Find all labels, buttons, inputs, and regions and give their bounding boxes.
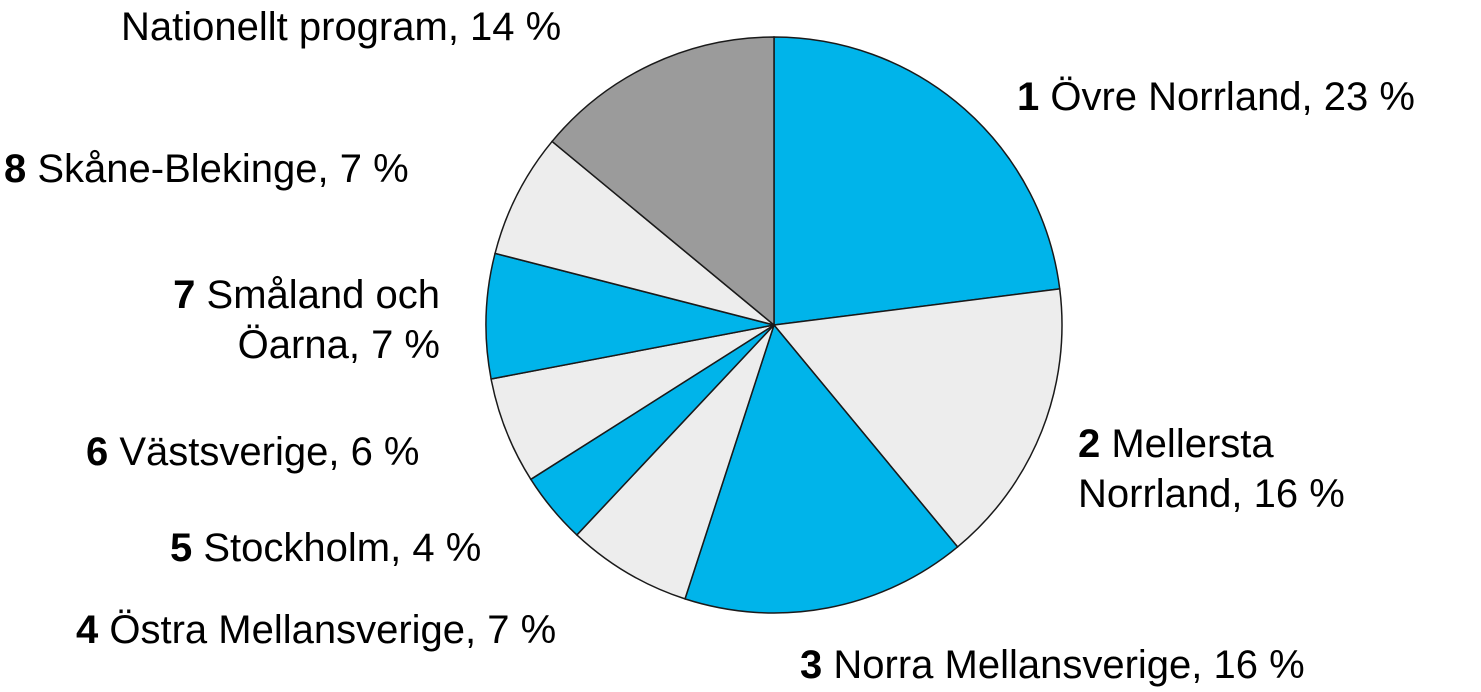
slice-label-text: Norra Mellansverige, 16 % bbox=[822, 643, 1304, 687]
slice-label-text: Stockholm, 4 % bbox=[192, 526, 481, 570]
pie-slice-nationellt-program bbox=[551, 36, 775, 327]
slice-label-text: Mellersta bbox=[1100, 422, 1274, 466]
slice-label-nationellt-program: Nationellt program, 14 % bbox=[121, 5, 561, 49]
slice-label-text: Norrland, 16 % bbox=[1078, 472, 1345, 516]
slice-number: 5 bbox=[170, 526, 192, 570]
pie-slice-smaland-och-oarna bbox=[485, 252, 775, 380]
pie-labels: 1 Övre Norrland, 23 % 2 Mellersta Norrland… bbox=[4, 5, 1415, 687]
slice-number: 1 bbox=[1017, 75, 1039, 119]
pie-slice-ostra-mellansverige bbox=[575, 324, 775, 600]
slice-label-text: Öarna, 7 % bbox=[238, 323, 440, 367]
pie-slice-mellersta-norrland bbox=[772, 288, 1063, 548]
pie-slice-ovre-norrland bbox=[773, 36, 1061, 326]
pie-slices bbox=[485, 36, 1063, 614]
slice-label-ostra-mellansverige: 4 Östra Mellansverige, 7 % bbox=[76, 608, 556, 652]
slice-label-text: Övre Norrland, 23 % bbox=[1039, 75, 1415, 119]
slice-number: 7 bbox=[173, 273, 195, 317]
slice-label-ovre-norrland: 1 Övre Norrland, 23 % bbox=[1017, 75, 1415, 119]
slice-label-mellersta-norrland: 2 Mellersta Norrland, 16 % bbox=[1078, 422, 1345, 516]
slice-number: 2 bbox=[1078, 422, 1100, 466]
slice-label-text: Skåne-Blekinge, 7 % bbox=[26, 147, 408, 191]
slice-number: 8 bbox=[4, 147, 26, 191]
slice-label-text: Nationellt program, 14 % bbox=[121, 5, 561, 49]
slice-label-text: Västsverige, 6 % bbox=[108, 430, 419, 474]
slice-label-text: Östra Mellansverige, 7 % bbox=[98, 608, 556, 652]
pie-slice-skane-blekinge bbox=[494, 140, 775, 326]
slice-label-smaland-och-oarna: 7 Småland och Öarna, 7 % bbox=[173, 273, 440, 367]
slice-number: 6 bbox=[86, 430, 108, 474]
slice-label-text: Småland och bbox=[195, 273, 440, 317]
slice-label-skane-blekinge: 8 Skåne-Blekinge, 7 % bbox=[4, 147, 409, 191]
pie-slice-norra-mellansverige bbox=[684, 323, 959, 614]
slice-number: 4 bbox=[76, 608, 99, 652]
slice-label-vastsverige: 6 Västsverige, 6 % bbox=[86, 430, 420, 474]
slice-label-norra-mellansverige: 3 Norra Mellansverige, 16 % bbox=[800, 643, 1305, 687]
slice-number: 3 bbox=[800, 643, 822, 687]
slice-label-stockholm: 5 Stockholm, 4 % bbox=[170, 526, 481, 570]
